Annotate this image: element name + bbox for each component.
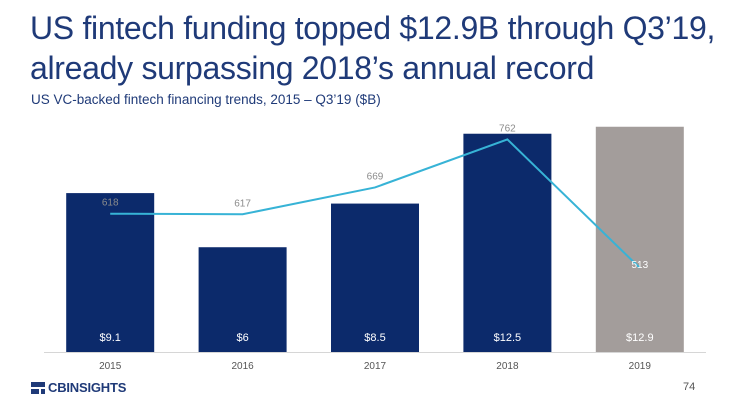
x-tick-label-2018: 2018 [496, 361, 519, 372]
bar-value-label-2017: $8.5 [364, 332, 385, 344]
cbinsights-logo-icon [31, 381, 45, 394]
cbinsights-logo: CBINSIGHTS [31, 380, 126, 395]
x-tick-label-2017: 2017 [364, 361, 387, 372]
bar-value-label-2019: $12.9 [626, 332, 654, 344]
x-tick-label-2019: 2019 [629, 361, 652, 372]
title-line-2: already surpassing 2018’s annual record [30, 50, 595, 86]
bar-value-label-2018: $12.5 [494, 332, 522, 344]
chart-title: US fintech funding topped $12.9B through… [30, 8, 730, 88]
chart-subtitle: US VC-backed fintech financing trends, 2… [31, 92, 381, 107]
line-value-label-2018: 762 [499, 123, 516, 134]
bar-value-label-2015: $9.1 [99, 332, 120, 344]
page-number: 74 [683, 381, 696, 393]
bar-value-label-2016: $6 [236, 332, 248, 344]
line-series [110, 138, 641, 269]
line-value-label-2016: 617 [234, 198, 251, 209]
bar-2018 [463, 133, 552, 352]
brand-name: CBINSIGHTS [48, 380, 127, 395]
line-value-label-2019: 513 [631, 260, 648, 271]
line-value-label-2015: 618 [102, 198, 119, 209]
x-tick-label-2016: 2016 [231, 361, 254, 372]
title-line-1: US fintech funding topped $12.9B through… [30, 10, 716, 46]
bar-2015 [66, 193, 155, 352]
bar-2017 [331, 203, 419, 352]
x-tick-label-2015: 2015 [99, 361, 122, 372]
line-value-label-2017: 669 [367, 171, 384, 182]
bar-2016 [198, 247, 287, 352]
